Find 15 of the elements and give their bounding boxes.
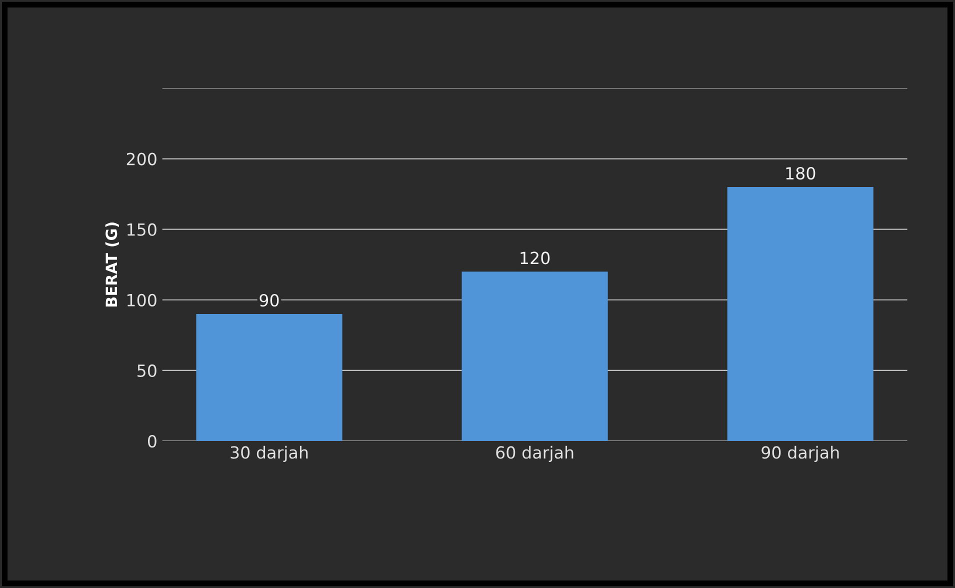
y-tick-label: 50 — [138, 364, 156, 378]
y-tick-label: 0 — [148, 434, 156, 448]
data-label: 90 — [260, 294, 279, 307]
x-tick-label: 30 darjah — [230, 446, 308, 462]
data-label: 180 — [786, 166, 816, 180]
y-tick-label: 200 — [126, 152, 156, 166]
y-axis-title: BERAT (G) — [105, 222, 119, 307]
bar — [196, 314, 342, 441]
bar — [727, 186, 874, 441]
x-tick-label: 60 darjah — [496, 446, 574, 462]
y-tick-label: 150 — [128, 223, 156, 236]
data-label: 120 — [520, 252, 550, 264]
bar — [462, 272, 608, 441]
x-tick-label: 90 darjah — [762, 446, 839, 462]
y-tick-label: 100 — [128, 294, 156, 306]
